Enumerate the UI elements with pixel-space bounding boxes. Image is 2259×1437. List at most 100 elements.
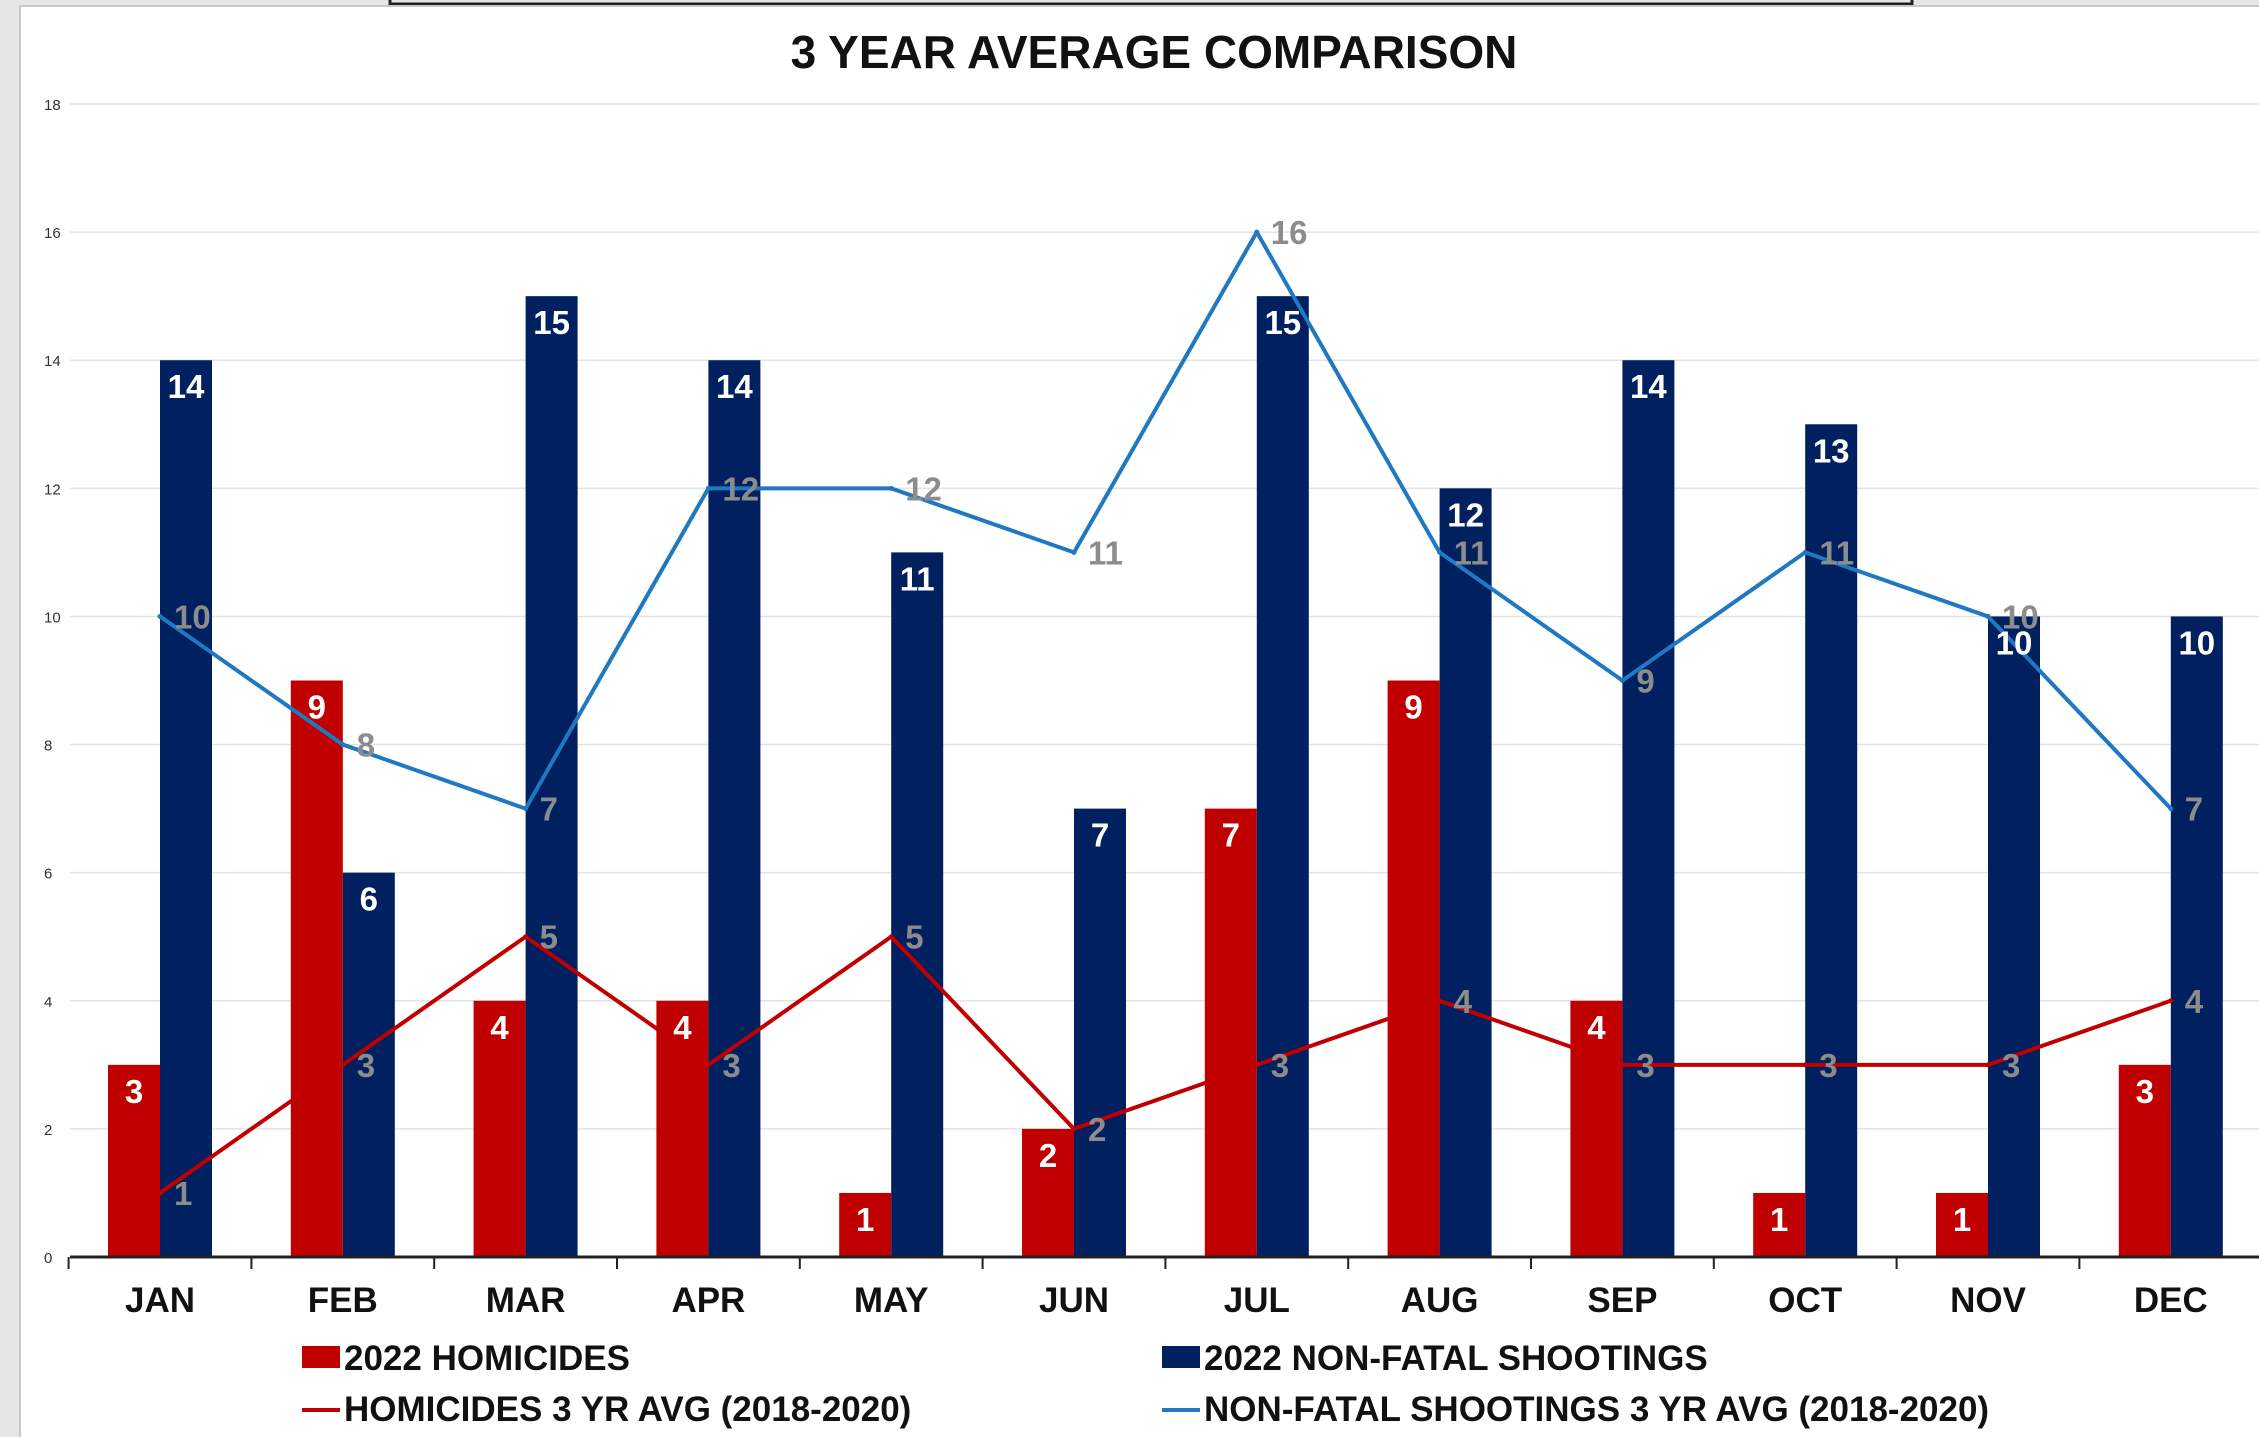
bar-label-non-fatal-shootings-aug: 12 xyxy=(1447,496,1484,533)
bar-label-homicides-feb: 9 xyxy=(308,689,326,726)
y-tick-label-8: 8 xyxy=(44,738,52,755)
line-point-shootings-avg-feb xyxy=(340,742,346,748)
bar-label-homicides-may: 1 xyxy=(856,1201,874,1238)
x-category-label-apr: APR xyxy=(671,1281,745,1320)
legend-swatch-2022-homicides xyxy=(302,1346,340,1368)
line-label-homicides-avg-nov: 3 xyxy=(2002,1047,2020,1084)
bar-label-non-fatal-shootings-jul: 15 xyxy=(1264,304,1301,341)
bar-label-non-fatal-shootings-sep: 14 xyxy=(1630,368,1667,405)
line-point-homicides-avg-nov xyxy=(1985,1062,1991,1068)
bar-label-non-fatal-shootings-feb: 6 xyxy=(360,881,378,918)
x-category-label-sep: SEP xyxy=(1587,1281,1657,1320)
bar-homicides-aug xyxy=(1387,680,1440,1257)
bar-label-non-fatal-shootings-nov: 10 xyxy=(1996,624,2033,661)
grid-lines xyxy=(70,103,2259,1130)
chart-title: 3 YEAR AVERAGE COMPARISON xyxy=(791,26,1518,78)
line-label-homicides-avg-sep: 3 xyxy=(1636,1047,1654,1084)
line-label-shootings-avg-jul: 16 xyxy=(1271,214,1308,251)
legend: 2022 HOMICIDES 2022 NON-FATAL SHOOTINGS … xyxy=(302,1339,1989,1429)
y-tick-label-16: 16 xyxy=(44,225,61,242)
y-axis-tick-labels: 0 2 4 6 8 10 12 14 16 18 xyxy=(44,97,61,1267)
bar-label-homicides-nov: 1 xyxy=(1953,1201,1971,1238)
bar-label-homicides-jan: 3 xyxy=(125,1073,143,1110)
legend-label-non-fatal-shootings-3yr-avg: NON-FATAL SHOOTINGS 3 YR AVG (2018-2020) xyxy=(1204,1390,1989,1429)
line-label-shootings-avg-jun: 11 xyxy=(1088,534,1123,571)
bar-non-fatal-shootings-jan xyxy=(160,360,212,1257)
line-label-homicides-avg-jul: 3 xyxy=(1271,1047,1289,1084)
y-tick-label-10: 10 xyxy=(44,609,61,626)
line-label-homicides-avg-apr: 3 xyxy=(722,1047,740,1084)
line-point-homicides-avg-feb xyxy=(340,1062,346,1068)
bar-homicides-jan xyxy=(108,1064,160,1257)
y-tick-label-4: 4 xyxy=(44,994,52,1011)
line-point-shootings-avg-jan xyxy=(157,613,163,619)
bar-non-fatal-shootings-jul xyxy=(1256,296,1309,1258)
line-label-shootings-avg-aug: 11 xyxy=(1454,534,1489,571)
line-label-shootings-avg-may: 12 xyxy=(905,470,942,507)
bar-label-non-fatal-shootings-dec: 10 xyxy=(2178,624,2215,661)
line-label-shootings-avg-jan: 10 xyxy=(174,598,211,635)
line-label-homicides-avg-feb: 3 xyxy=(357,1047,375,1084)
bar-non-fatal-shootings-jun xyxy=(1074,808,1126,1257)
y-tick-label-18: 18 xyxy=(44,97,61,114)
line-label-homicides-avg-oct: 3 xyxy=(1819,1047,1837,1084)
line-label-shootings-avg-mar: 7 xyxy=(540,791,558,828)
x-category-label-oct: OCT xyxy=(1768,1281,1842,1320)
line-label-shootings-avg-apr: 12 xyxy=(722,470,759,507)
bar-homicides-mar xyxy=(473,1000,526,1257)
bar-non-fatal-shootings-nov xyxy=(1988,616,2040,1257)
x-category-label-aug: AUG xyxy=(1401,1281,1479,1320)
legend-item-non-fatal-shootings-3yr-avg: NON-FATAL SHOOTINGS 3 YR AVG (2018-2020) xyxy=(1162,1390,1989,1429)
bar-label-non-fatal-shootings-may: 11 xyxy=(900,560,935,597)
bar-non-fatal-shootings-dec xyxy=(2170,616,2223,1257)
bar-non-fatal-shootings-may xyxy=(891,552,944,1257)
x-category-label-jan: JAN xyxy=(125,1281,195,1320)
bar-non-fatal-shootings-aug xyxy=(1439,488,1492,1257)
bar-label-homicides-oct: 1 xyxy=(1770,1201,1788,1238)
x-category-label-feb: FEB xyxy=(308,1281,378,1320)
bar-label-homicides-jul: 7 xyxy=(1222,817,1240,854)
x-category-label-nov: NOV xyxy=(1950,1281,2027,1320)
bar-label-homicides-aug: 9 xyxy=(1404,689,1422,726)
y-tick-label-2: 2 xyxy=(44,1122,52,1139)
line-label-homicides-avg-mar: 5 xyxy=(540,919,558,956)
bar-non-fatal-shootings-feb xyxy=(342,872,395,1257)
line-point-homicides-avg-sep xyxy=(1619,1062,1625,1068)
legend-item-2022-homicides: 2022 HOMICIDES xyxy=(302,1339,630,1378)
bar-label-homicides-mar: 4 xyxy=(490,1009,509,1046)
line-label-homicides-avg-aug: 4 xyxy=(1454,983,1473,1020)
legend-item-2022-non-fatal-shootings: 2022 NON-FATAL SHOOTINGS xyxy=(1162,1339,1708,1378)
x-category-label-mar: MAR xyxy=(486,1281,566,1320)
line-point-homicides-avg-mar xyxy=(523,934,529,940)
legend-label-2022-homicides: 2022 HOMICIDES xyxy=(344,1339,630,1378)
legend-label-2022-non-fatal-shootings: 2022 NON-FATAL SHOOTINGS xyxy=(1204,1339,1708,1378)
bar-homicides-sep xyxy=(1570,1000,1623,1257)
bars xyxy=(108,296,2223,1258)
y-tick-label-12: 12 xyxy=(44,481,61,498)
line-point-homicides-avg-jul xyxy=(1254,1062,1260,1068)
line-label-homicides-avg-dec: 4 xyxy=(2185,983,2204,1020)
line-point-homicides-avg-apr xyxy=(705,1062,711,1068)
line-label-homicides-avg-jan: 1 xyxy=(174,1175,192,1212)
legend-swatch-2022-non-fatal-shootings xyxy=(1162,1346,1200,1368)
y-tick-label-0: 0 xyxy=(44,1250,52,1267)
line-point-shootings-avg-dec xyxy=(2168,806,2174,812)
line-point-shootings-avg-oct xyxy=(1802,549,1808,555)
bar-label-non-fatal-shootings-apr: 14 xyxy=(716,368,753,405)
line-point-homicides-avg-aug xyxy=(1437,998,1443,1004)
line-point-shootings-avg-aug xyxy=(1437,549,1443,555)
bar-homicides-oct xyxy=(1753,1192,1806,1257)
bar-label-homicides-dec: 3 xyxy=(2136,1073,2154,1110)
bar-label-homicides-apr: 4 xyxy=(673,1009,692,1046)
line-label-shootings-avg-dec: 7 xyxy=(2185,791,2203,828)
bar-homicides-jul xyxy=(1204,808,1257,1257)
x-category-label-dec: DEC xyxy=(2134,1281,2208,1320)
bar-label-non-fatal-shootings-jun: 7 xyxy=(1091,817,1109,854)
bar-label-homicides-sep: 4 xyxy=(1587,1009,1606,1046)
line-point-shootings-avg-nov xyxy=(1985,613,1991,619)
line-point-homicides-avg-jun xyxy=(1071,1126,1077,1132)
line-label-shootings-avg-oct: 11 xyxy=(1819,534,1854,571)
line-label-homicides-avg-may: 5 xyxy=(905,919,923,956)
